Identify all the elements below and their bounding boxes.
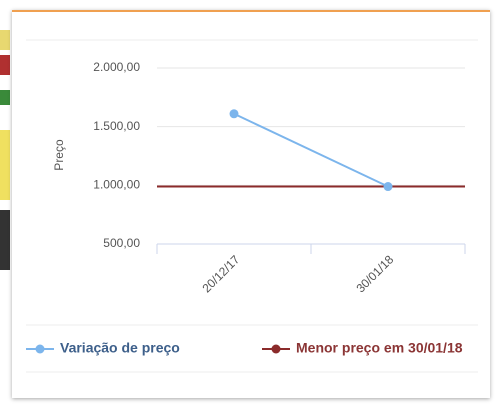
y-axis-title: Preço [52, 139, 66, 171]
x-tick-label: 20/12/17 [199, 252, 242, 295]
side-strip [0, 130, 10, 200]
side-strip [0, 30, 10, 50]
y-tick-label: 1.000,00 [93, 178, 140, 192]
y-tick-label: 1.500,00 [93, 119, 140, 133]
y-tick-label: 500,00 [103, 236, 140, 250]
series-line [233, 112, 389, 188]
legend-marker [271, 344, 281, 354]
side-strip [0, 210, 10, 270]
chart-card [12, 10, 490, 398]
x-tick-label: 30/01/18 [353, 252, 396, 295]
legend-text: Menor preço em 30/01/18 [296, 340, 463, 356]
point [383, 182, 393, 192]
point [229, 109, 239, 119]
side-strip [0, 55, 10, 75]
side-strip [0, 90, 10, 105]
y-tick-label: 2.000,00 [93, 60, 140, 74]
legend-marker [35, 344, 45, 354]
legend-text: Variação de preço [60, 340, 180, 356]
